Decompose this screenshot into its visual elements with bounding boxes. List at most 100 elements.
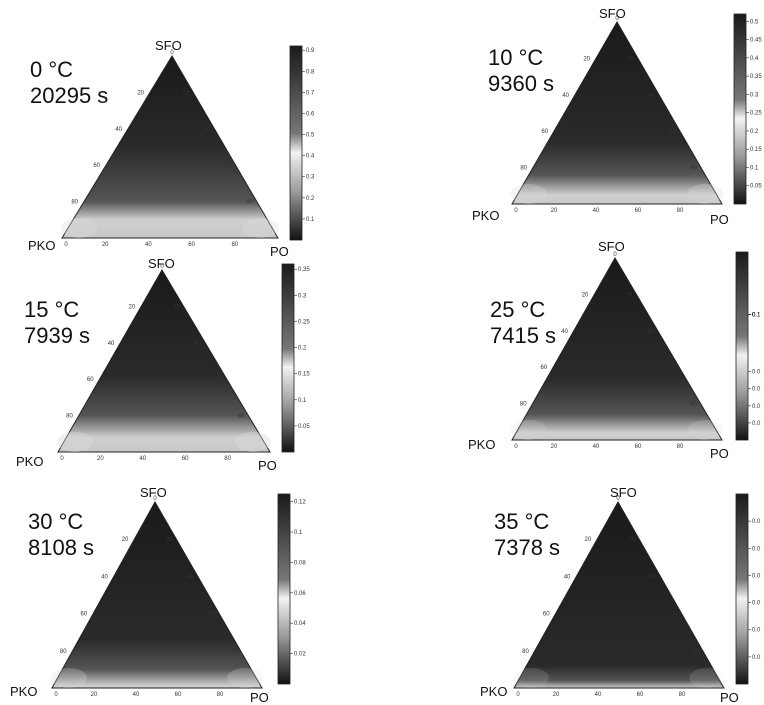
colorbar-tick-label: 0.1 [306,217,315,223]
right-axis-tick-label: 60 [225,163,232,169]
corner-highlight [50,668,87,688]
left-axis-tick-label: 20 [585,537,592,543]
colorbar-tick-label: 0.7 [306,90,315,96]
left-axis-tick-label: 60 [87,377,94,383]
left-axis-tick-label: 40 [108,341,115,347]
bottom-axis-tick-label: 40 [133,692,140,698]
colorbar [735,251,749,441]
left-axis-tick-label: 20 [129,304,136,310]
left-axis-tick-label: 80 [66,414,73,420]
colorbar-tick-label: 0.0 [752,601,761,607]
right-axis-tick-label: 40 [195,341,202,347]
right-axis-tick-label: 80 [238,414,245,420]
colorbar-tick-label: 0.12 [294,500,306,506]
colorbar-tick-label: 0.02 [294,652,306,658]
bottom-axis-tick-label: 40 [595,692,602,698]
colorbar-tick-label: 0.25 [750,111,762,117]
colorbar-tick-label: 0.0 [752,387,761,393]
colorbar-tick-label: 0.1 [750,165,759,171]
left-axis-tick-label: 60 [81,612,88,618]
right-vertex-label: PO [710,212,729,227]
left-axis-tick-label: 40 [115,127,122,133]
right-axis-tick-label: 20 [629,537,636,543]
temperature-label: 30 °C [28,509,84,534]
bottom-axis-tick-label: 80 [679,692,686,698]
colorbar-tick-label: 0.05 [750,184,762,190]
right-axis-tick-label: 80 [692,649,699,655]
colorbar-tick-label: 0.0 [752,573,761,579]
bottom-axis-tick-label: 80 [224,456,231,462]
colorbar [289,45,303,241]
colorbar-tick-label: 0.4 [750,56,759,62]
right-axis-tick-label: 40 [187,574,194,580]
bottom-axis-tick-label: 40 [593,208,600,214]
colorbar-tick-label: 0.35 [298,267,310,273]
right-axis-tick-label: 20 [626,292,633,298]
colorbar-tick-label: 0.2 [750,129,759,135]
colorbar-tick-label: 0.08 [294,560,306,566]
left-axis-tick-label: 20 [122,537,129,543]
left-vertex-label: PKO [16,454,44,469]
left-axis-tick-label: 20 [137,90,144,96]
colorbar-tick-label: 0.05 [298,424,310,430]
bottom-axis-tick-label: 60 [188,242,195,248]
colorbar-tick-label: 0.0 [752,370,761,376]
corner-highlight [56,432,93,452]
bottom-axis-tick-label: 20 [97,456,104,462]
left-axis-tick-label: 80 [520,402,527,408]
right-vertex-label: PO [720,690,739,705]
time-label: 7939 s [24,323,91,348]
right-axis-tick-label: 60 [216,377,223,383]
bottom-axis-tick-label: 80 [217,692,224,698]
colorbar-tick-label: 0.6 [306,111,315,117]
right-axis-tick-label: 80 [230,649,237,655]
colorbar-tick-label: 0.3 [298,293,307,299]
left-axis-tick-label: 40 [101,574,108,580]
temperature-label: 35 °C [494,509,550,534]
colorbar [735,493,749,685]
colorbar-tick-label: 0.0 [752,655,761,661]
right-axis-tick-label: 40 [650,574,657,580]
colorbar-tick-label: 0.0 [752,421,761,427]
colorbar-tick-label: 0.4 [306,154,315,160]
bottom-axis-tick-label: 20 [551,444,558,450]
left-vertex-label: PKO [468,437,496,452]
colorbar-tick-label: 0.1 [752,313,761,319]
left-axis-tick-label: 60 [543,612,550,618]
colorbar-tick-label: 0.06 [294,591,306,597]
axis-origin-label: 0 [514,208,518,214]
left-axis-tick-label: 20 [582,292,589,298]
left-axis-tick-label: 40 [562,93,569,99]
left-axis-tick-label: 80 [71,200,78,206]
right-axis-tick-label: 20 [627,56,634,62]
colorbar-tick-label: 0.8 [306,69,315,75]
corner-highlight [61,218,98,238]
colorbar-tick-label: 0.25 [298,319,310,325]
colorbar-tick-label: 0.1 [752,313,761,319]
colorbar-tick-label: 0.3 [306,175,315,181]
bottom-axis-tick-label: 80 [677,444,684,450]
axis-origin-label: 0 [514,444,518,450]
colorbar-tick-label: 0.0 [752,628,761,634]
colorbar-tick-label: 0.1 [752,313,761,319]
left-vertex-label: PKO [10,684,38,699]
bottom-axis-tick-label: 20 [551,208,558,214]
colorbar-tick-label: 0.15 [750,147,762,153]
time-label: 7378 s [494,535,561,560]
axis-origin-label: 0 [64,242,68,248]
ternary-heatmap [511,20,723,205]
left-vertex-label: PKO [28,238,56,253]
colorbar [281,263,295,453]
bottom-axis-tick-label: 80 [677,208,684,214]
right-axis-tick-label: 40 [648,93,655,99]
temperature-label: 0 °C [30,57,74,82]
left-axis-tick-label: 40 [561,329,568,335]
top-vertex-label: SFO [140,485,167,500]
right-axis-tick-label: 20 [173,304,180,310]
axis-origin-label: 0 [516,692,520,698]
left-axis-tick-label: 80 [520,166,527,172]
corner-highlight [687,184,724,204]
